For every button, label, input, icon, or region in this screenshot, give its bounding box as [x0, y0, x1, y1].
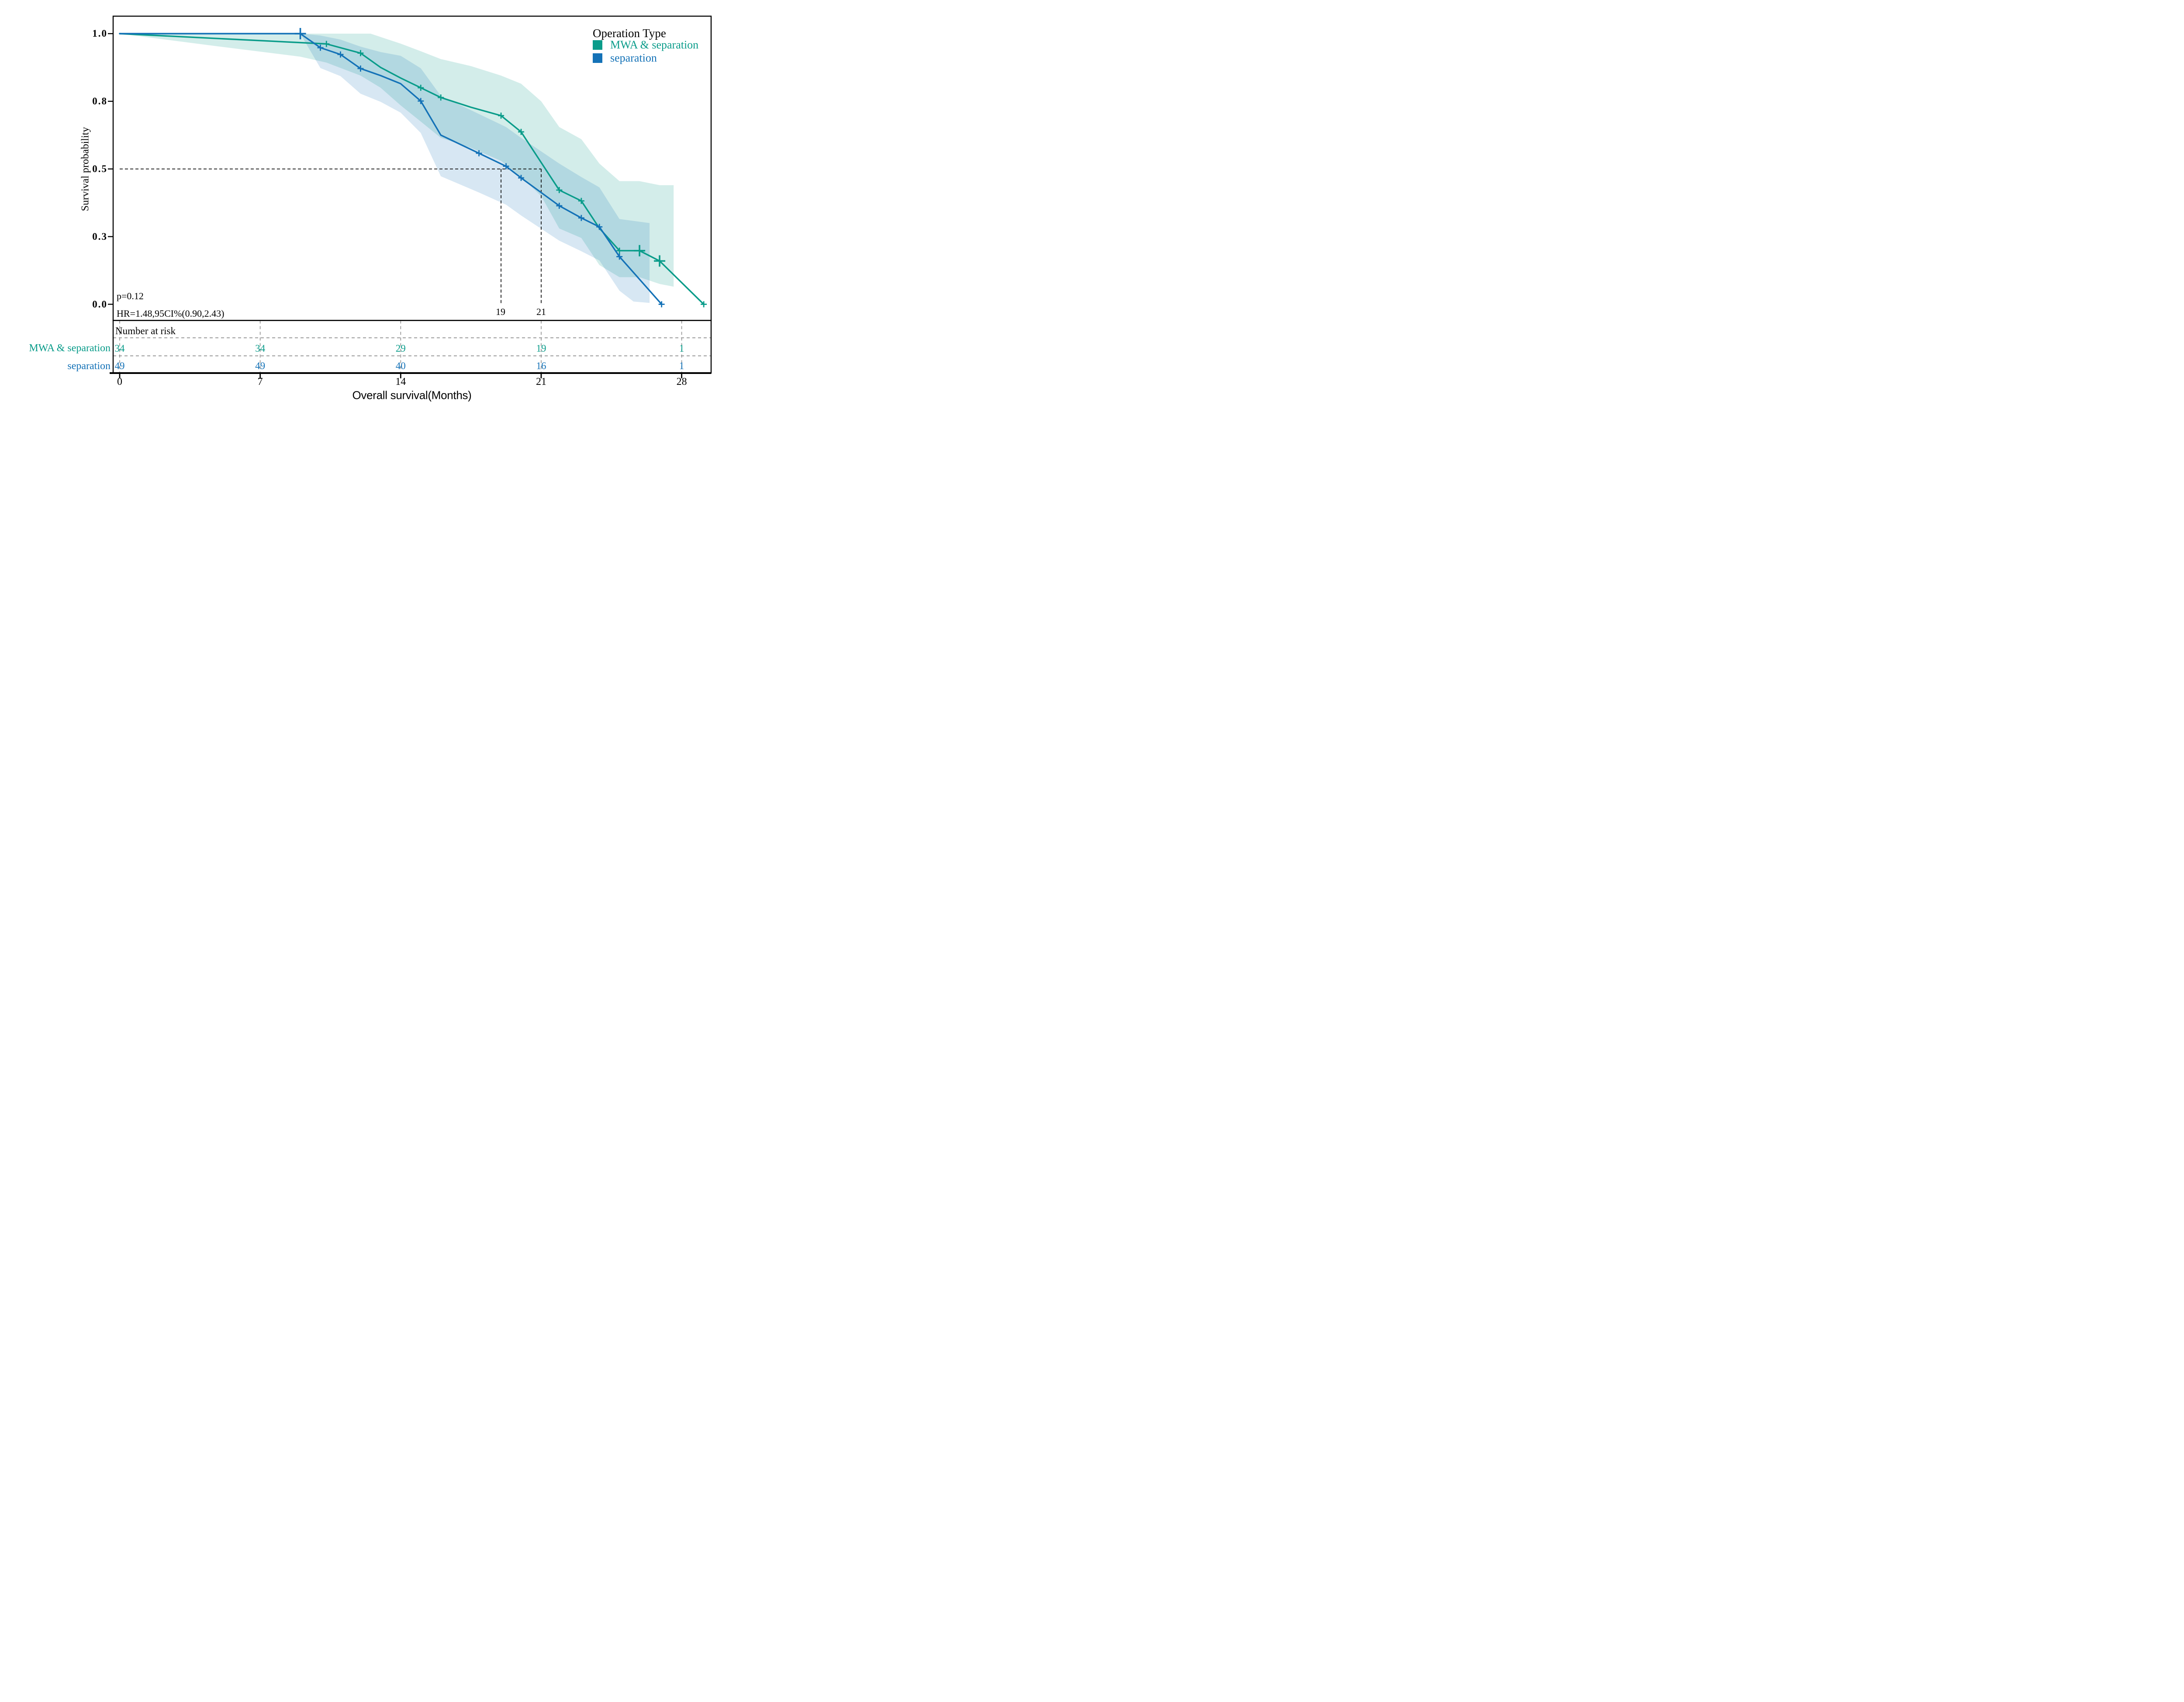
- legend-swatch-mwa-icon: [593, 40, 602, 50]
- risk-value: 29: [395, 342, 406, 354]
- y-tick-label-0.8: 0.8: [92, 95, 107, 107]
- x-axis-title: Overall survival(Months): [352, 388, 472, 402]
- median-label-separation: 19: [496, 306, 505, 317]
- y-tick-label-0.0: 0.0: [92, 298, 107, 310]
- y-tick-label-0.5: 0.5: [92, 163, 107, 174]
- risk-value: 19: [536, 342, 546, 354]
- ci-band-separation: [120, 34, 650, 303]
- risk-row-label-mwa: MWA & separation: [29, 342, 111, 354]
- x-tick-label-21: 21: [536, 376, 546, 387]
- legend-swatch-separation-icon: [593, 53, 602, 63]
- x-tick-label-14: 14: [395, 376, 406, 387]
- risk-table-title: Number at risk: [115, 325, 176, 336]
- y-tick-label-0.3: 0.3: [92, 231, 107, 242]
- p-value-annotation: p=0.12: [117, 291, 144, 301]
- median-label-mwa: 21: [536, 306, 546, 317]
- risk-value: 1: [679, 342, 684, 354]
- y-axis-title: Survival probability: [79, 127, 91, 211]
- risk-value: 49: [255, 360, 266, 371]
- risk-value: 34: [255, 342, 266, 354]
- survival-plot-canvas: [108, 15, 712, 378]
- legend-entry-mwa-label: MWA & separation: [610, 38, 699, 51]
- risk-value: 40: [395, 360, 406, 371]
- risk-value: 34: [114, 342, 125, 354]
- survival-curve-separation: [119, 33, 663, 305]
- x-tick-label-0: 0: [117, 376, 122, 387]
- x-tick-label-7: 7: [257, 376, 263, 387]
- risk-value: 49: [114, 360, 125, 371]
- risk-value: 16: [536, 360, 546, 371]
- x-tick-label-28: 28: [676, 376, 687, 387]
- legend-title: Operation Type: [593, 27, 666, 40]
- ci-band-mwa: [120, 34, 674, 287]
- legend-entry-separation-label: separation: [610, 52, 657, 64]
- km-survival-figure: 1.0 0.8 0.5 0.3 0.0 Survival probability 0 7 1…: [0, 0, 716, 426]
- risk-value: 1: [679, 360, 684, 371]
- y-tick-label-1.0: 1.0: [92, 28, 107, 39]
- hazard-ratio-annotation: HR=1.48,95CI%(0.90,2.43): [117, 308, 225, 319]
- risk-row-label-separation: separation: [67, 360, 111, 372]
